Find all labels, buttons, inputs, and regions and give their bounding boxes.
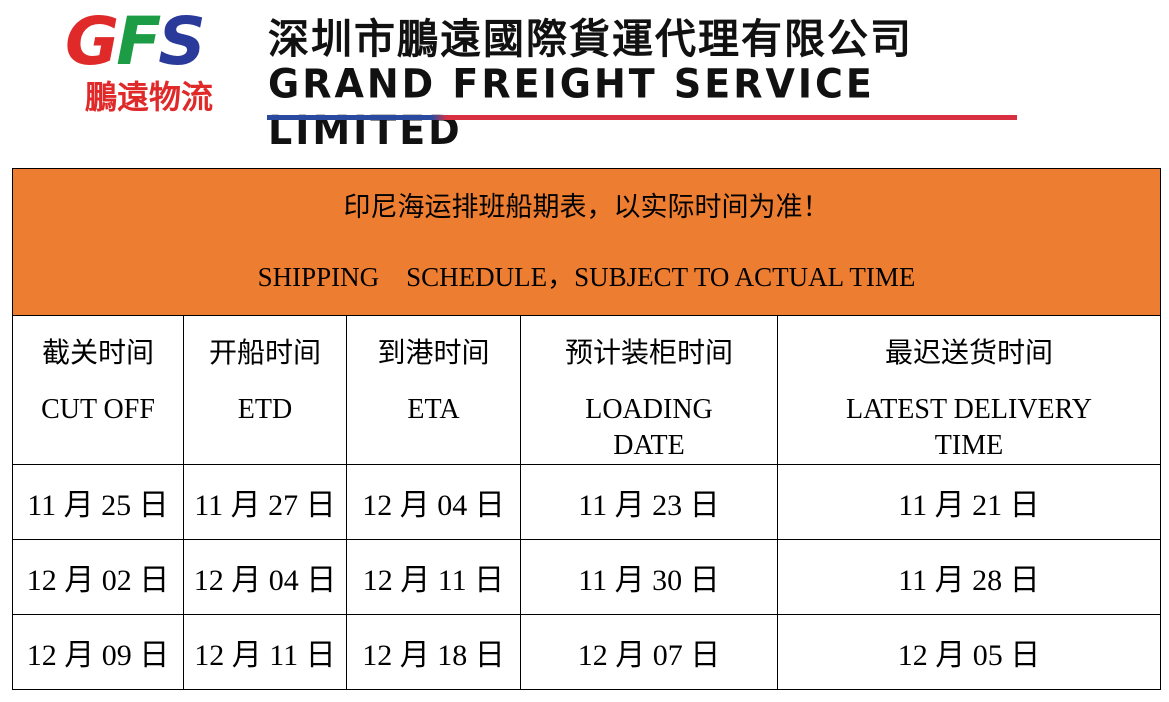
company-logo: GFS 鵬遠物流 深圳市鵬遠國際貨運代理有限公司 GRAND FREIGHT S…: [60, 5, 1025, 153]
header-en: LOADING DATE: [585, 394, 713, 461]
header-en: ETD: [237, 394, 293, 425]
column-header: 到港时间 ETA: [346, 315, 521, 465]
loading-date-cell: 11 月 30 日: [520, 539, 778, 615]
header-en: CUT OFF: [41, 394, 155, 425]
header-cn: 开船时间: [208, 338, 321, 369]
shipping-schedule-table: 印尼海运排班船期表，以实际时间为准！ SHIPPING SCHEDULE，SUB…: [12, 168, 1161, 690]
logo-subtitle: 鵬遠物流: [85, 78, 214, 116]
header-row: 截关时间 CUT OFF 开船时间 ETD 到港时间 ETA 预计装柜时间 LOADIN…: [12, 315, 1161, 465]
eta-cell: 12 月 04 日: [346, 464, 521, 540]
etd-cell: 12 月 11 日: [183, 614, 347, 690]
company-name-cn: 深圳市鵬遠國際貨運代理有限公司: [268, 15, 913, 63]
column-header: 最迟送货时间 LATEST DELIVERY TIME: [777, 315, 1161, 465]
company-name-en: GRAND FREIGHT SERVICE LIMITED: [268, 60, 875, 154]
table-title: 印尼海运排班船期表，以实际时间为准！ SHIPPING SCHEDULE，SUB…: [12, 168, 1161, 316]
logo-stripe: [267, 115, 1017, 120]
eta-cell: 12 月 11 日: [346, 539, 521, 615]
latest-delivery-cell: 11 月 21 日: [777, 464, 1161, 540]
etd-cell: 12 月 04 日: [183, 539, 347, 615]
title-en: SHIPPING SCHEDULE，SUBJECT TO ACTUAL TIME: [257, 262, 916, 292]
eta-cell: 12 月 18 日: [346, 614, 521, 690]
loading-date-cell: 11 月 23 日: [520, 464, 778, 540]
header-cn: 预计装柜时间: [564, 338, 733, 369]
column-header: 预计装柜时间 LOADING DATE: [520, 315, 778, 465]
etd-cell: 11 月 27 日: [183, 464, 347, 540]
gfs-mark: GFS: [65, 7, 206, 77]
table-row: 12 月 02 日 12 月 04 日 12 月 11 日 11 月 30 日 …: [12, 539, 1161, 615]
table-row: 12 月 09 日 12 月 11 日 12 月 18 日 12 月 07 日 …: [12, 614, 1161, 690]
header-en: LATEST DELIVERY TIME: [845, 394, 1093, 461]
column-header: 截关时间 CUT OFF: [12, 315, 184, 465]
title-cn: 印尼海运排班船期表，以实际时间为准！: [343, 192, 830, 222]
logo-letter: G: [65, 3, 119, 80]
latest-delivery-cell: 12 月 05 日: [777, 614, 1161, 690]
cut-off-cell: 12 月 02 日: [12, 539, 184, 615]
logo-letter: F: [116, 3, 161, 80]
logo-letter: S: [158, 3, 206, 80]
cut-off-cell: 12 月 09 日: [12, 614, 184, 690]
header-cn: 截关时间: [41, 338, 154, 369]
loading-date-cell: 12 月 07 日: [520, 614, 778, 690]
latest-delivery-cell: 11 月 28 日: [777, 539, 1161, 615]
header-cn: 最迟送货时间: [884, 338, 1053, 369]
table-row: 11 月 25 日 11 月 27 日 12 月 04 日 11 月 23 日 …: [12, 464, 1161, 540]
cut-off-cell: 11 月 25 日: [12, 464, 184, 540]
column-header: 开船时间 ETD: [183, 315, 347, 465]
header-cn: 到港时间: [377, 338, 490, 369]
table-title-row: 印尼海运排班船期表，以实际时间为准！ SHIPPING SCHEDULE，SUB…: [12, 168, 1161, 316]
header-en: ETA: [407, 394, 460, 425]
